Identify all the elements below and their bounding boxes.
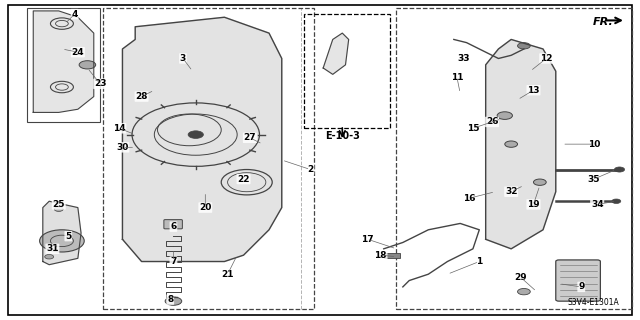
Bar: [103, 8, 314, 309]
Text: 7: 7: [170, 257, 177, 266]
Circle shape: [45, 254, 54, 259]
FancyBboxPatch shape: [556, 260, 600, 301]
Circle shape: [614, 167, 625, 172]
Circle shape: [188, 131, 204, 139]
Text: 17: 17: [362, 235, 374, 244]
Text: 10: 10: [588, 140, 600, 148]
Text: 30: 30: [116, 143, 129, 152]
Text: 21: 21: [221, 270, 234, 279]
Text: FR.: FR.: [593, 17, 614, 27]
Text: 16: 16: [463, 194, 476, 203]
Text: 33: 33: [457, 54, 470, 63]
Circle shape: [505, 141, 518, 147]
Text: S3V4-E1301A: S3V4-E1301A: [568, 298, 620, 307]
Circle shape: [518, 288, 531, 295]
Text: 34: 34: [591, 200, 604, 209]
Text: 22: 22: [237, 174, 250, 184]
Text: 35: 35: [588, 174, 600, 184]
Text: 33: 33: [457, 54, 470, 63]
Polygon shape: [486, 39, 556, 249]
Polygon shape: [122, 17, 282, 261]
Text: 5: 5: [65, 232, 72, 241]
Bar: [304, 14, 390, 128]
Text: 24: 24: [72, 48, 84, 57]
Text: 28: 28: [135, 92, 148, 101]
Circle shape: [612, 199, 621, 204]
Text: 1: 1: [476, 257, 483, 266]
Text: 13: 13: [527, 86, 540, 95]
Text: 4: 4: [72, 10, 78, 19]
Circle shape: [54, 207, 63, 212]
Text: 31: 31: [46, 244, 59, 253]
Polygon shape: [33, 11, 94, 112]
Text: 11: 11: [451, 73, 463, 82]
FancyBboxPatch shape: [164, 220, 182, 229]
Circle shape: [497, 112, 513, 119]
Text: 27: 27: [244, 133, 256, 142]
Circle shape: [518, 43, 531, 49]
Text: 20: 20: [199, 203, 211, 212]
Text: 9: 9: [578, 282, 584, 292]
Text: 6: 6: [170, 222, 177, 231]
Text: 19: 19: [527, 200, 540, 209]
Text: 14: 14: [113, 124, 125, 133]
Text: 12: 12: [540, 54, 552, 63]
Circle shape: [165, 297, 182, 305]
Circle shape: [79, 61, 96, 69]
Bar: [396, 8, 632, 309]
Polygon shape: [323, 33, 349, 74]
Text: 32: 32: [505, 187, 517, 196]
Text: 29: 29: [515, 273, 527, 282]
Circle shape: [40, 230, 84, 252]
Text: 8: 8: [167, 295, 173, 304]
Text: 3: 3: [180, 54, 186, 63]
Text: 2: 2: [307, 165, 314, 174]
Text: 15: 15: [467, 124, 479, 133]
Bar: [384, 252, 399, 258]
Circle shape: [534, 179, 546, 185]
Text: 18: 18: [374, 251, 387, 260]
Polygon shape: [43, 201, 81, 265]
Text: E-10-3: E-10-3: [325, 131, 360, 141]
Text: 26: 26: [486, 117, 499, 126]
Text: 23: 23: [94, 79, 106, 88]
Text: 25: 25: [52, 200, 65, 209]
